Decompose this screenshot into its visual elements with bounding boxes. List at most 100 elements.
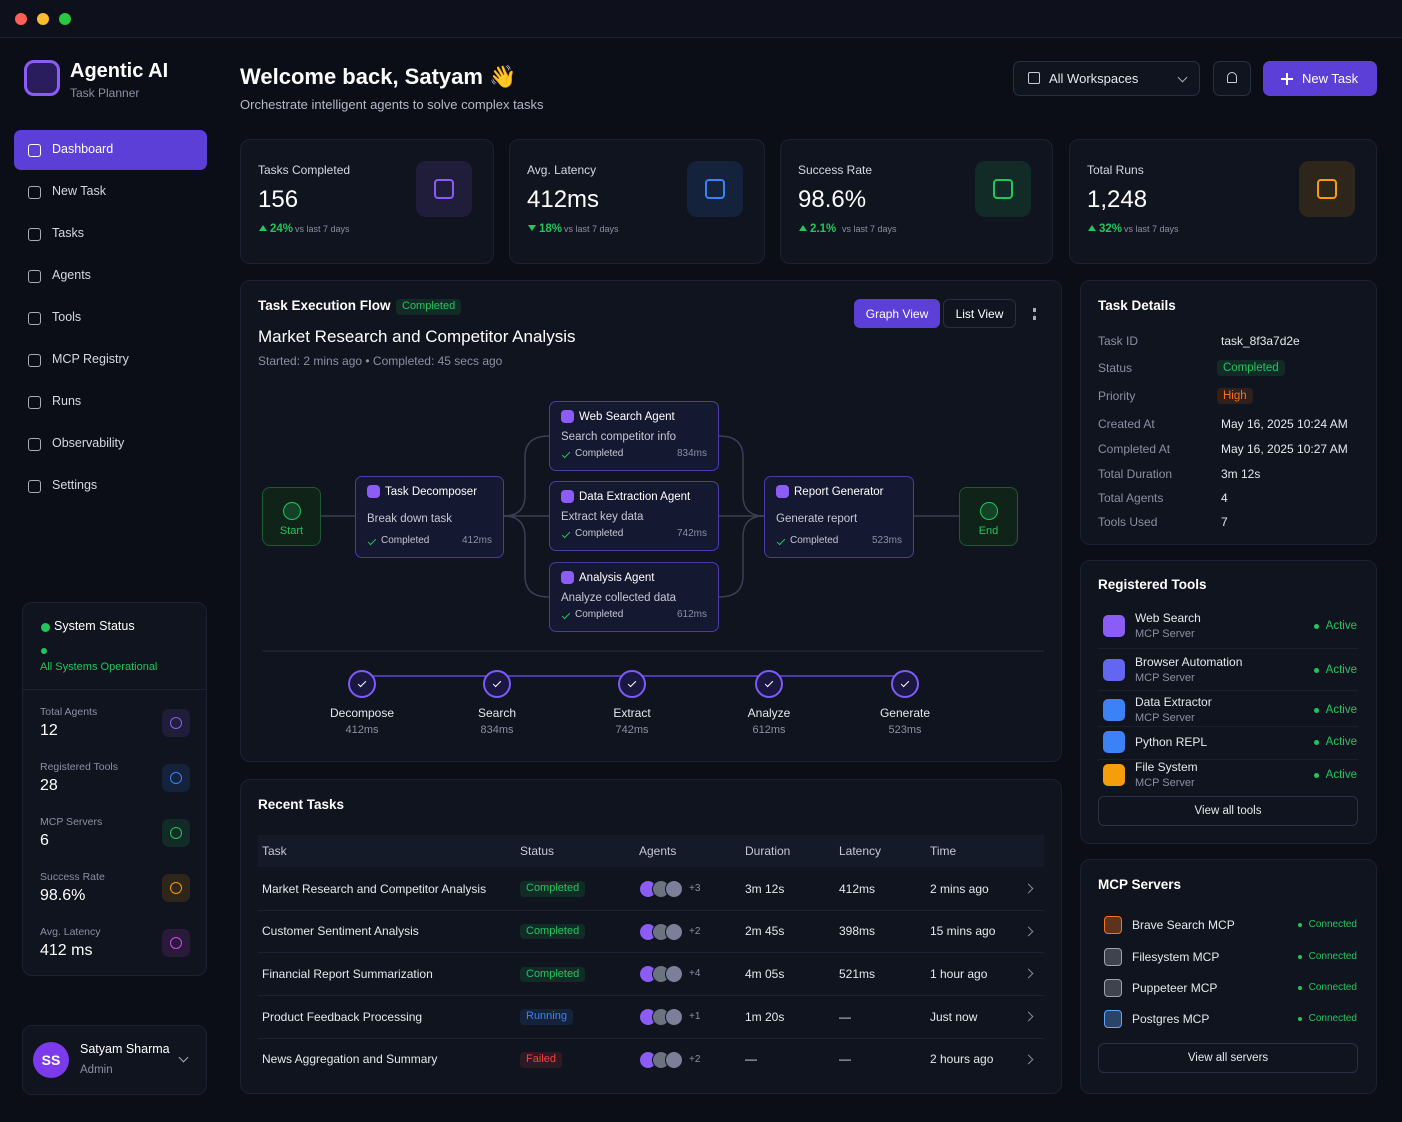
table-row[interactable] (258, 953, 1044, 997)
nav-label: Runs (52, 394, 82, 409)
task-status: Running (520, 1009, 573, 1025)
agent-desc: Extract key data (561, 510, 644, 523)
step-name: Decompose (329, 705, 395, 720)
stat-glyph (170, 772, 182, 784)
agent-extra: +3 (689, 883, 701, 894)
task-time: 2 mins ago (930, 881, 989, 896)
status-dot (1313, 623, 1319, 629)
divider (1098, 726, 1358, 727)
kpi-glyph (705, 179, 725, 199)
task-time: 1 hour ago (930, 967, 988, 981)
app-subtitle: Task Planner (70, 85, 140, 100)
servers-title: MCP Servers (1098, 876, 1182, 892)
tool-status: Active (1325, 768, 1357, 781)
agent-time: 834ms (676, 448, 707, 459)
stat-glyph (170, 827, 182, 839)
agent-time: 412ms (461, 535, 492, 546)
stat-label: Avg. Latency (40, 925, 101, 938)
server-icon (1104, 1010, 1122, 1028)
table-row[interactable] (258, 911, 1044, 954)
task-duration: 3m 12s (745, 881, 785, 896)
view-toggle[interactable] (854, 299, 940, 328)
kpi-card (1069, 139, 1377, 264)
task-name: Product Feedback Processing (262, 1009, 423, 1024)
task-latency: 398ms (839, 924, 876, 939)
agent-status: Completed (575, 448, 624, 459)
agent-node (549, 481, 719, 551)
tool-icon (1103, 699, 1125, 721)
more-menu[interactable] (1033, 308, 1036, 320)
view-tools-button[interactable] (1098, 796, 1358, 826)
nav-label: Observability (52, 436, 125, 451)
server-name: Postgres MCP (1132, 1011, 1210, 1026)
task-duration: 4m 05s (745, 967, 785, 981)
detail-label: Total Duration (1098, 466, 1173, 481)
status-dot (1313, 667, 1319, 673)
stat-value: 412 ms (40, 941, 93, 959)
kpi-arrow (799, 225, 807, 231)
kpi-note: vs last 7 days (1124, 223, 1179, 234)
agent-name: Data Extraction Agent (579, 490, 691, 503)
tool-type: MCP Server (1135, 777, 1195, 790)
agent-extra: +4 (689, 968, 701, 980)
status-dot (1313, 772, 1319, 778)
detail-value: May 16, 2025 10:27 AM (1221, 441, 1348, 456)
status-dot (1298, 986, 1302, 990)
terminal-label: Start (279, 525, 304, 538)
agent-node (549, 401, 719, 471)
kpi-value: 156 (258, 186, 299, 214)
view-toggle[interactable] (943, 299, 1016, 328)
agent-name: Web Search Agent (579, 410, 675, 423)
agent-desc: Analyze collected data (561, 591, 677, 604)
task-latency: 521ms (839, 967, 876, 981)
table-row[interactable] (258, 868, 1044, 911)
flow-status: Completed (396, 299, 462, 315)
task-latency: 412ms (839, 881, 876, 896)
kpi-card (240, 139, 494, 264)
task-name: Market Research and Competitor Analysis (262, 881, 487, 896)
kpi-card (780, 139, 1053, 264)
agent-status: Completed (790, 535, 839, 546)
tool-name: Data Extractor (1135, 694, 1212, 709)
kpi-note: vs last 7 days (295, 223, 350, 234)
step-circle (755, 670, 783, 698)
detail-value: 3m 12s (1221, 466, 1261, 481)
step-time: 412ms (345, 724, 379, 737)
stat-glyph (170, 937, 182, 949)
nav-icon (28, 480, 41, 493)
status-dot (1298, 923, 1302, 927)
user-name: Satyam Sharma (80, 1042, 170, 1057)
kpi-icon (416, 161, 472, 217)
view-toggle-label: List View (955, 306, 1004, 321)
workspace-select[interactable] (1013, 61, 1200, 96)
status-dot (59, 13, 71, 25)
agent-time: 742ms (676, 528, 707, 539)
view-servers-button[interactable] (1098, 1043, 1358, 1073)
nav-label: New Task (52, 184, 106, 199)
agent-icon (561, 410, 574, 423)
stat-label: Total Agents (40, 705, 98, 718)
task-duration: 1m 20s (745, 1009, 785, 1024)
task-duration: 2m 45s (745, 924, 785, 939)
nav-icon (28, 186, 41, 199)
stat-value: 12 (40, 721, 58, 739)
server-name: Puppeteer MCP (1132, 980, 1218, 995)
detail-label: Created At (1098, 416, 1155, 431)
table-row[interactable] (258, 996, 1044, 1039)
task-duration: — (745, 1052, 757, 1067)
nav-item[interactable] (14, 130, 207, 170)
task-status: Completed (520, 966, 586, 983)
agent-time: 523ms (871, 535, 902, 546)
tool-icon (1103, 764, 1125, 786)
task-status: Completed (520, 924, 586, 940)
terminal-icon (980, 502, 998, 520)
server-name: Brave Search MCP (1132, 917, 1235, 932)
nav-label: Tasks (52, 226, 84, 241)
tool-type: MCP Server (1135, 628, 1195, 641)
agent-desc: Break down task (367, 512, 453, 525)
kpi-label: Avg. Latency (527, 162, 597, 177)
agent-name: Report Generator (794, 485, 884, 498)
nav-icon (28, 438, 41, 451)
kpi-arrow (1088, 225, 1096, 231)
detail-label: Total Agents (1098, 490, 1164, 505)
